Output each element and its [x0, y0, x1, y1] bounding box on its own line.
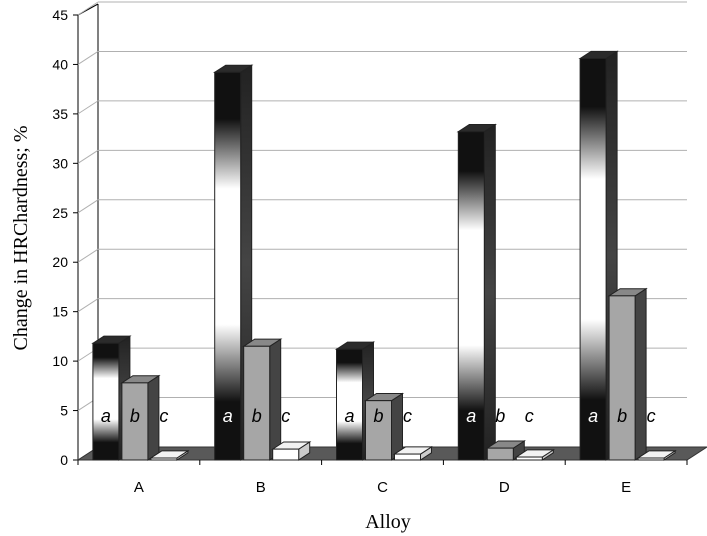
bar-c-b: c [271, 406, 312, 461]
bar-front [515, 456, 543, 461]
gridline-side [77, 199, 99, 214]
bar-series-label: c [159, 406, 168, 426]
bar-series-label: b [617, 406, 627, 426]
bar-side [269, 338, 282, 461]
gridline-side [77, 1, 99, 16]
bar-front [92, 342, 120, 461]
bar-series-label: b [130, 406, 140, 426]
bar-front [457, 131, 485, 461]
y-tick-label: 45 [52, 7, 68, 23]
y-tick-label: 20 [52, 254, 68, 270]
x-category-label: C [377, 479, 388, 496]
x-category-label: E [621, 479, 631, 496]
y-tick-label: 35 [52, 106, 68, 122]
bar-front [214, 71, 242, 461]
y-tick-label: 30 [52, 155, 68, 171]
y-tick-label: 40 [52, 56, 68, 72]
bar-front [608, 295, 636, 461]
x-category-label: B [256, 479, 266, 496]
bar-front [637, 457, 665, 461]
bar-series-label: b [495, 406, 505, 426]
bar-b-d: b [485, 406, 526, 461]
x-axis-category-labels: A B C D E [77, 460, 688, 496]
bar-front [150, 457, 178, 461]
x-category-label: D [499, 479, 510, 496]
bar-front [336, 348, 363, 461]
gridline-side [77, 298, 99, 313]
x-category-label: A [134, 479, 144, 496]
bar-c-c: c [392, 406, 434, 461]
y-axis-tick-labels: 0 5 10 15 20 25 30 35 40 45 [52, 7, 68, 468]
bar-front [394, 453, 421, 461]
bar-front [365, 400, 392, 461]
bar-b-b: b [242, 338, 283, 461]
bar-b-e: b [607, 287, 648, 461]
bar-series-label: c [525, 406, 534, 426]
bar-series-label: c [403, 406, 412, 426]
bar-a-d: a [456, 123, 497, 461]
bar-b-c: b [363, 392, 405, 461]
bar-side [483, 123, 496, 461]
bar-series-label: a [223, 406, 233, 426]
bar-c-e: c [636, 406, 677, 461]
x-axis-title: Alloy [365, 511, 411, 533]
bar-b-a: b [120, 374, 161, 461]
bar-front [121, 382, 149, 461]
bar-c-d: c [514, 406, 555, 461]
y-tick-label: 5 [60, 403, 68, 419]
bar-series-label: a [466, 406, 476, 426]
gridline-side [77, 149, 99, 164]
bar-front [486, 447, 514, 461]
bar-front [579, 58, 607, 461]
bar-side [147, 374, 160, 461]
bar-series-label: a [101, 406, 111, 426]
bar-series-label: b [373, 406, 383, 426]
bar-front [243, 345, 271, 461]
y-tick-label: 0 [60, 452, 68, 468]
y-tick-label: 15 [52, 304, 68, 320]
bar-series-label: a [344, 406, 354, 426]
gridline-side [77, 248, 99, 263]
bar-series-label: c [647, 406, 656, 426]
gridline-side [77, 100, 99, 115]
y-axis-title: Change in HRChardness; % [10, 126, 32, 351]
bar-a-e: a [578, 50, 619, 461]
bar-series-label: c [281, 406, 290, 426]
bar-series-label: b [252, 406, 262, 426]
bar-side [634, 287, 647, 461]
y-tick-label: 10 [52, 353, 68, 369]
bar-front [272, 448, 300, 461]
gridline-side [77, 51, 99, 65]
y-tick-label: 25 [52, 205, 68, 221]
bar-series-label: a [588, 406, 598, 426]
bar-c-a: c [149, 406, 190, 461]
